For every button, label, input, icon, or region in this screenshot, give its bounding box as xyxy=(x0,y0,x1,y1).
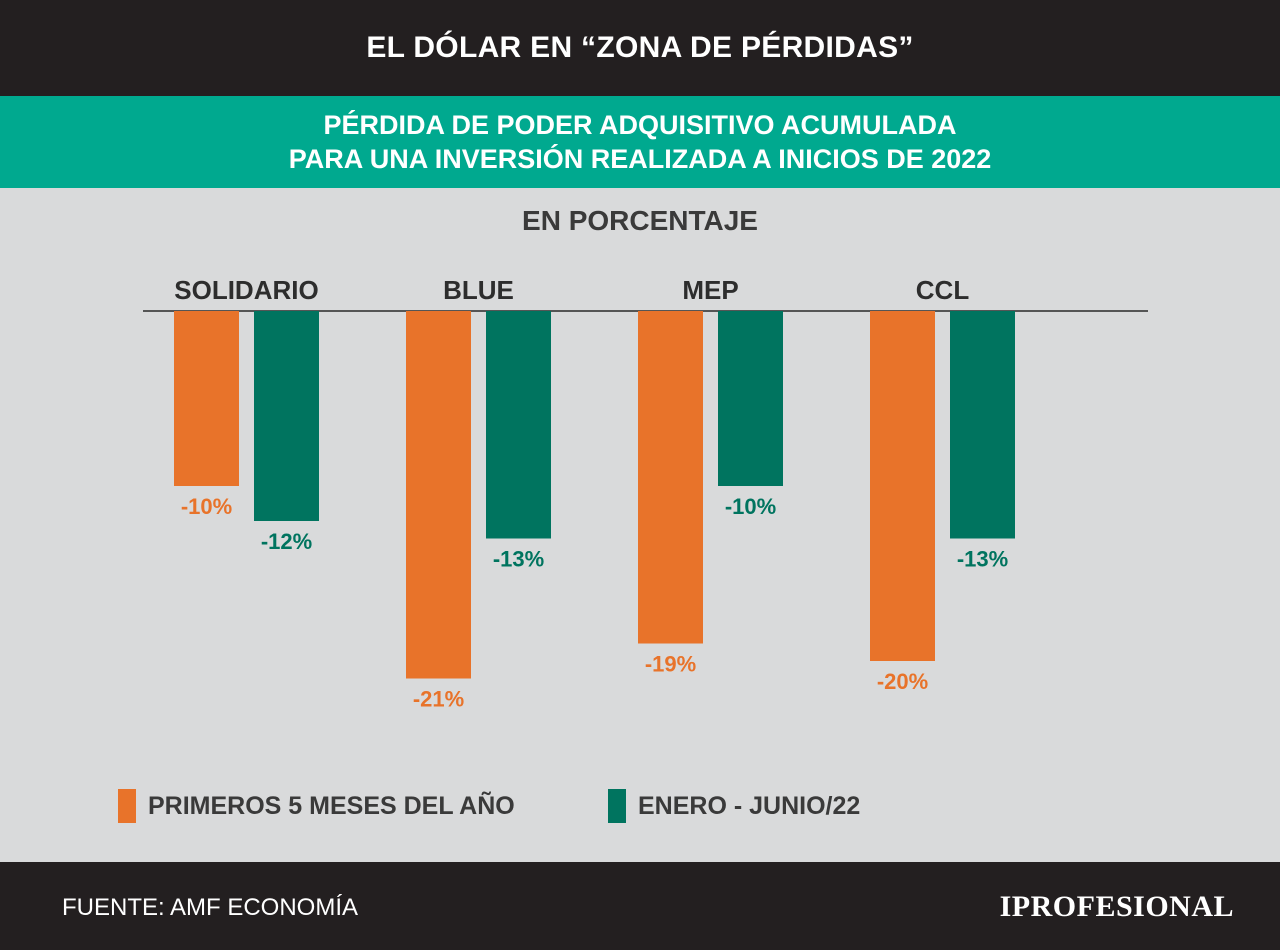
bar-chart: SOLIDARIO -10% -12% BLUE -21% -13% MEP -19% -10%… xyxy=(143,275,1148,712)
legend-label-enero-junio: ENERO - JUNIO/22 xyxy=(638,791,861,820)
legend-item-primeros: PRIMEROS 5 MESES DEL AÑO xyxy=(118,788,515,824)
data-label-blue-series-2: -13% xyxy=(493,547,544,572)
data-label-solidario-series-1: -10% xyxy=(181,494,232,519)
data-label-solidario-series-2: -12% xyxy=(261,529,312,554)
category-label-solidario: SOLIDARIO xyxy=(174,275,318,305)
bar-solidario-series-1 xyxy=(174,311,239,486)
bar-ccl-series-2 xyxy=(950,311,1015,539)
page-title: EL DÓLAR EN “ZONA DE PÉRDIDAS” xyxy=(366,31,914,64)
legend-swatch-green xyxy=(608,789,626,823)
data-label-mep-series-2: -10% xyxy=(725,494,776,519)
legend-swatch-orange xyxy=(118,789,136,823)
bar-blue-series-1 xyxy=(406,311,471,679)
bar-ccl-series-1 xyxy=(870,311,935,661)
data-label-blue-series-1: -21% xyxy=(413,687,464,712)
data-label-mep-series-1: -19% xyxy=(645,652,696,677)
source-label: FUENTE: AMF ECONOMÍA xyxy=(62,894,359,921)
footer-bar: FUENTE: AMF ECONOMÍA IPROFESIONAL xyxy=(0,862,1280,950)
bar-mep-series-1 xyxy=(638,311,703,644)
subtitle-bar: PÉRDIDA DE PODER ADQUISITIVO ACUMULADA P… xyxy=(0,96,1280,188)
category-label-blue: BLUE xyxy=(443,275,514,305)
data-label-ccl-series-1: -20% xyxy=(877,669,928,694)
legend-label-primeros: PRIMEROS 5 MESES DEL AÑO xyxy=(148,791,515,820)
subtitle-line-1: PÉRDIDA DE PODER ADQUISITIVO ACUMULADA xyxy=(323,110,957,140)
bar-blue-series-2 xyxy=(486,311,551,539)
bar-mep-series-2 xyxy=(718,311,783,486)
category-label-mep: MEP xyxy=(682,275,738,305)
legend-item-enero-junio: ENERO - JUNIO/22 xyxy=(608,788,860,824)
data-label-ccl-series-2: -13% xyxy=(957,547,1008,572)
brand-logo: IPROFESIONAL xyxy=(999,890,1234,923)
unit-label: EN PORCENTAJE xyxy=(522,205,758,236)
header-bar: EL DÓLAR EN “ZONA DE PÉRDIDAS” xyxy=(0,0,1280,96)
bar-solidario-series-2 xyxy=(254,311,319,521)
category-label-ccl: CCL xyxy=(916,275,970,305)
subtitle-line-2: PARA UNA INVERSIÓN REALIZADA A INICIOS D… xyxy=(288,144,992,174)
